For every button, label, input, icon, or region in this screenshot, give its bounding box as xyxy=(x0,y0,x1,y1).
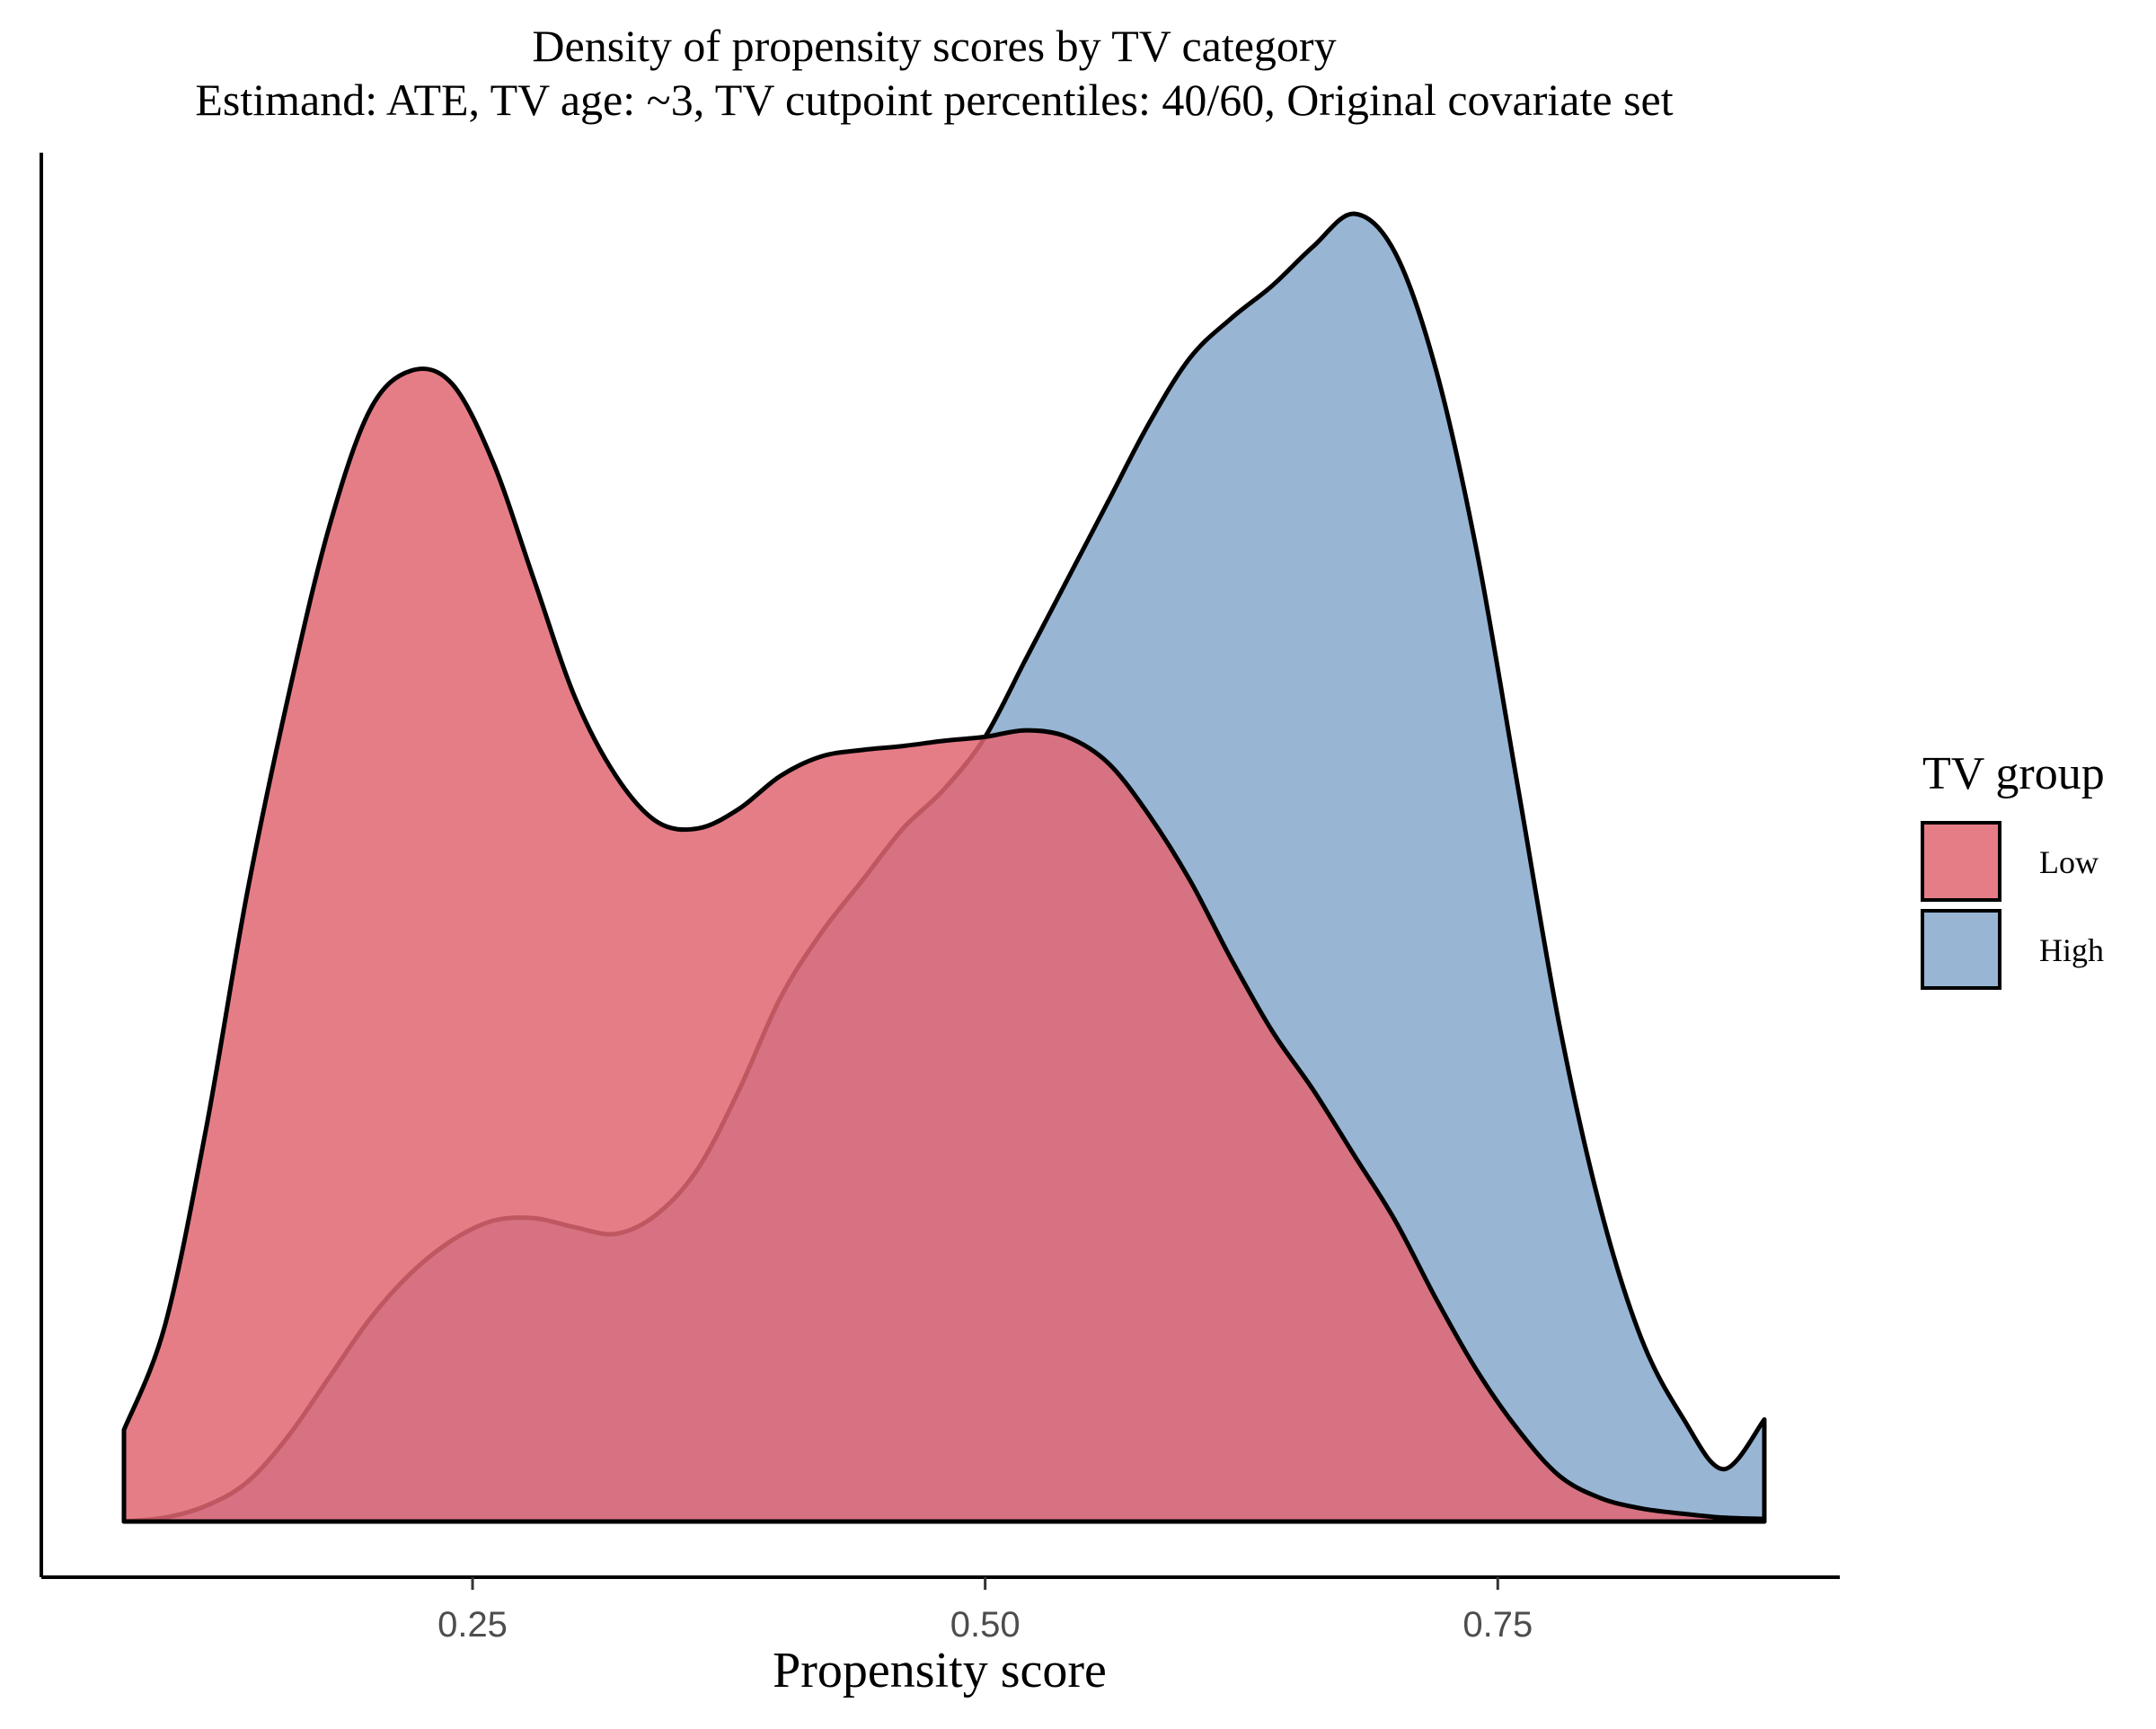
plot-area xyxy=(121,211,1767,1524)
x-tick-label: 0.75 xyxy=(1462,1605,1533,1645)
legend: TV group Low High xyxy=(1921,748,2105,990)
legend-items: Low High xyxy=(1921,821,2104,990)
legend-label-low: Low xyxy=(2039,844,2099,880)
legend-label-high: High xyxy=(2039,932,2104,968)
x-axis-ticks: 0.25 0.50 0.75 xyxy=(437,1577,1533,1645)
density-area-low xyxy=(121,366,1767,1524)
legend-key-low xyxy=(1921,821,2001,902)
legend-key-high xyxy=(1921,909,2001,990)
chart-title: Density of propensity scores by TV categ… xyxy=(532,21,1336,71)
x-axis-title: Propensity score xyxy=(773,1643,1107,1698)
x-tick-label: 0.50 xyxy=(950,1605,1021,1645)
x-tick-label: 0.25 xyxy=(437,1605,508,1645)
chart-subtitle: Estimand: ATE, TV age: ~3, TV cutpoint p… xyxy=(195,75,1673,125)
legend-title: TV group xyxy=(1922,748,2105,799)
